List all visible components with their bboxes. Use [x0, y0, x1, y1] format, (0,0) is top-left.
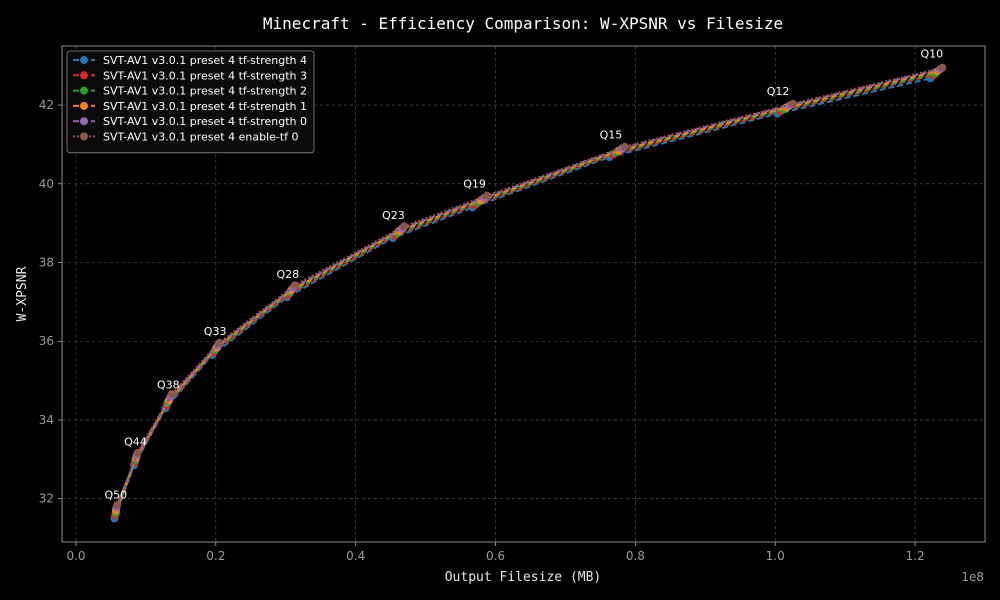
x-axis-exponent: 1e8: [961, 570, 984, 584]
quality-annotation: Q19: [463, 178, 486, 191]
legend-marker: [80, 117, 88, 126]
legend-entry: SVT-AV1 v3.0.1 preset 4 enable-tf 0: [73, 131, 299, 144]
y-tick-label: 40: [39, 177, 54, 191]
quality-annotation: Q38: [157, 378, 180, 391]
legend-label: SVT-AV1 v3.0.1 preset 4 tf-strength 1: [103, 100, 307, 113]
y-tick-label: 32: [39, 492, 54, 506]
quality-annotation: Q50: [105, 489, 128, 502]
data-point: [133, 449, 142, 458]
series-line: [114, 72, 936, 514]
quality-annotation: Q12: [767, 85, 790, 98]
data-point: [290, 281, 299, 290]
legend-marker: [80, 56, 88, 64]
legend-label: SVT-AV1 v3.0.1 preset 4 tf-strength 2: [103, 85, 307, 98]
x-tick-label: 0.2: [206, 549, 225, 563]
chart-title: Minecraft - Efficiency Comparison: W-XPS…: [263, 14, 783, 33]
legend-label: SVT-AV1 v3.0.1 preset 4 tf-strength 3: [103, 69, 307, 82]
series-line: [115, 68, 941, 508]
legend-entry: SVT-AV1 v3.0.1 preset 4 tf-strength 0: [73, 115, 307, 128]
series-line: [113, 77, 931, 519]
x-tick-label: 0.6: [486, 549, 505, 563]
legend-marker: [80, 101, 88, 110]
legend-entry: SVT-AV1 v3.0.1 preset 4 tf-strength 1: [73, 100, 307, 113]
data-point: [167, 389, 176, 398]
series-5: [113, 63, 947, 509]
y-tick-label: 38: [39, 256, 54, 270]
y-tick-label: 42: [39, 98, 54, 112]
legend-entry: SVT-AV1 v3.0.1 preset 4 tf-strength 4: [73, 54, 307, 67]
series-line: [114, 74, 934, 516]
series-layer: [110, 63, 947, 523]
axis-layer: 0.0 0.2 0.4 0.6 0.8 1.0 1.2 32 34 36 38 40 42: [39, 98, 925, 563]
legend-marker: [80, 132, 88, 141]
legend-marker: [80, 71, 88, 80]
legend-entry: SVT-AV1 v3.0.1 preset 4 tf-strength 2: [73, 85, 307, 98]
x-tick-label: 0.0: [66, 549, 85, 563]
y-tick-label: 36: [39, 334, 54, 348]
series-line: [116, 66, 943, 506]
data-point: [215, 338, 224, 347]
data-point: [788, 99, 797, 108]
legend-marker: [80, 86, 88, 95]
quality-annotation: Q28: [277, 268, 300, 281]
legend-entry: SVT-AV1 v3.0.1 preset 4 tf-strength 3: [73, 69, 307, 82]
x-tick-label: 0.4: [346, 549, 365, 563]
quality-annotation: Q23: [382, 209, 405, 222]
x-tick-label: 0.8: [626, 549, 645, 563]
y-tick-label: 34: [39, 413, 54, 427]
x-axis-label: Output Filesize (MB): [445, 570, 602, 585]
x-tick-label: 1.2: [906, 549, 925, 563]
y-axis-label: W-XPSNR: [15, 266, 30, 321]
quality-annotation: Q10: [921, 48, 944, 61]
x-tick-label: 1.0: [766, 549, 785, 563]
data-point: [483, 191, 492, 200]
legend-label: SVT-AV1 v3.0.1 preset 4 tf-strength 0: [103, 115, 307, 128]
legend-label: SVT-AV1 v3.0.1 preset 4 tf-strength 4: [103, 54, 307, 67]
quality-annotation: Q15: [600, 128, 623, 141]
grid-layer: [62, 46, 985, 542]
series-line: [114, 70, 938, 511]
data-point: [113, 500, 122, 509]
legend-label: SVT-AV1 v3.0.1 preset 4 enable-tf 0: [103, 131, 299, 144]
legend: SVT-AV1 v3.0.1 preset 4 tf-strength 4 SVT…: [66, 50, 315, 154]
quality-annotation: Q44: [124, 435, 147, 448]
annotation-layer: Q50 Q44 Q38 Q33 Q28 Q23 Q19 Q15 Q12 Q10: [105, 48, 944, 502]
data-point: [620, 142, 629, 151]
quality-annotation: Q33: [204, 325, 227, 338]
legend-box: [66, 50, 315, 154]
data-point: [938, 63, 947, 72]
data-point: [399, 222, 408, 231]
